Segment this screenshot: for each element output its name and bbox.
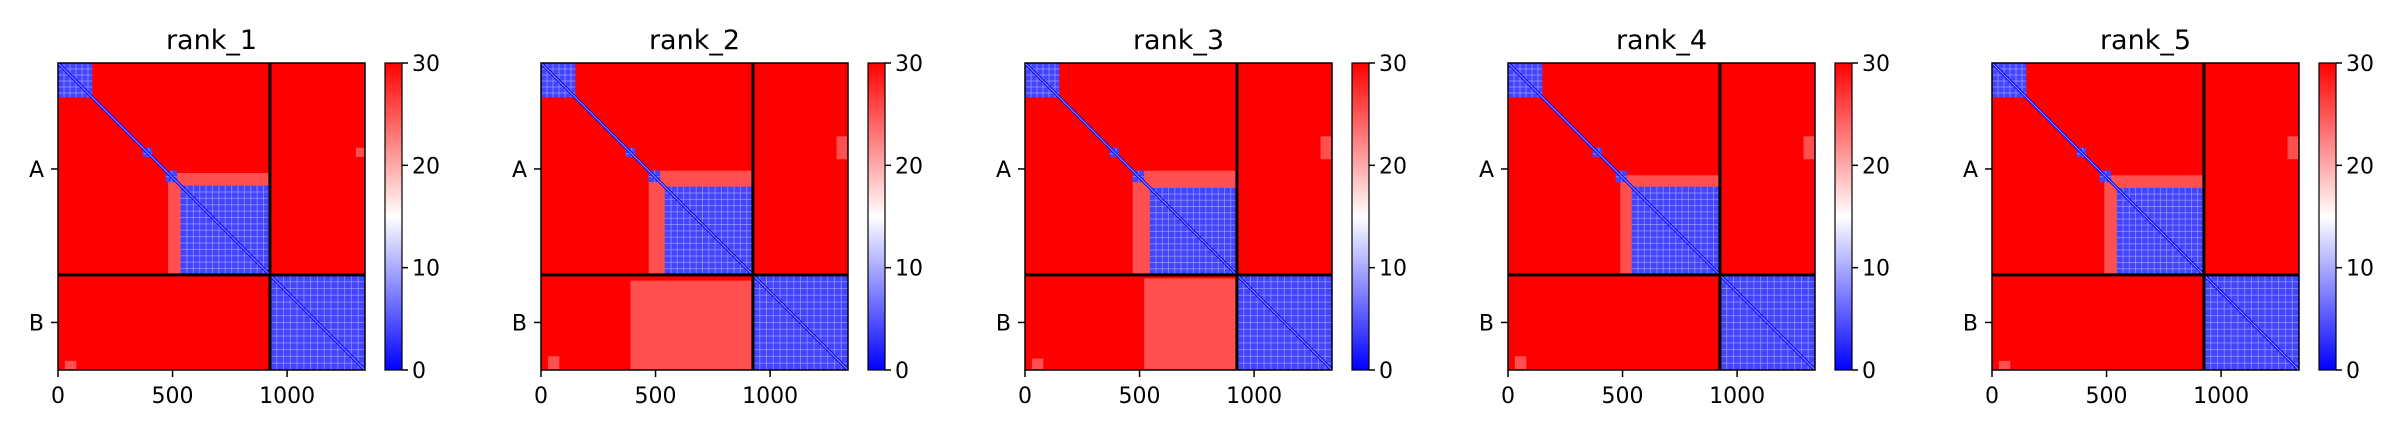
colorbar-tick-label: 10 xyxy=(412,257,440,282)
heatmap-panel-1: rank_1 0 500 1000 A B 0 10 20 30 xyxy=(29,25,440,409)
colorbar-tick-label: 30 xyxy=(2346,52,2374,77)
colorbar-tick-label: 30 xyxy=(1862,52,1890,77)
heatmap-medium-block xyxy=(1998,360,2011,370)
colorbar-tick-label: 20 xyxy=(895,154,923,179)
heatmap-medium-block xyxy=(1803,136,1815,160)
x-tick-label: 500 xyxy=(635,384,677,409)
heatmap-diagonal-highlight xyxy=(1508,63,1815,370)
heatmap-frame xyxy=(540,62,849,371)
heatmap-medium-block xyxy=(64,360,77,370)
colorbar-tick-label: 10 xyxy=(2346,257,2374,282)
colorbar-tick-label: 0 xyxy=(2346,359,2360,384)
heatmap-medium-block xyxy=(1031,358,1044,370)
x-tick-label: 0 xyxy=(1018,384,1032,409)
heatmap-medium-block xyxy=(2287,136,2299,160)
heatmap-cells xyxy=(1025,63,1332,370)
x-tick-label: 1000 xyxy=(2193,384,2249,409)
colorbar-tick-label: 30 xyxy=(412,52,440,77)
x-tick-label: 1000 xyxy=(742,384,798,409)
chart-title: rank_3 xyxy=(1133,25,1224,56)
heatmap-frame xyxy=(57,62,366,371)
heatmap-medium-block xyxy=(547,356,560,370)
colorbar xyxy=(1351,62,1370,371)
x-tick-label: 0 xyxy=(1985,384,1999,409)
heatmap-medium-block xyxy=(1320,136,1332,160)
colorbar-tick-label: 10 xyxy=(895,257,923,282)
chart-title: rank_1 xyxy=(166,25,257,56)
x-tick-label: 500 xyxy=(1602,384,1644,409)
heatmap-panel-4: rank_4 0 500 1000 A B 0 10 20 30 xyxy=(1479,25,1890,409)
heatmap-cells xyxy=(1992,63,2299,370)
colorbar-tick-label: 20 xyxy=(2346,154,2374,179)
colorbar-tick-label: 0 xyxy=(895,359,909,384)
heatmap-medium-block xyxy=(355,147,365,157)
colorbar-tick-label: 20 xyxy=(412,154,440,179)
colorbar-tick-label: 0 xyxy=(1379,359,1393,384)
heatmap-panel-2: rank_2 0 500 1000 A B 0 10 20 30 xyxy=(512,25,923,409)
y-tick-label: B xyxy=(512,311,527,336)
heatmap-diagonal-highlight xyxy=(1992,63,2299,370)
heatmap-frame xyxy=(1507,62,1816,371)
y-tick-label: A xyxy=(1479,158,1494,183)
x-tick-label: 0 xyxy=(1501,384,1515,409)
x-tick-label: 1000 xyxy=(1226,384,1282,409)
x-tick-label: 500 xyxy=(152,384,194,409)
colorbar-tick-label: 20 xyxy=(1862,154,1890,179)
x-tick-label: 1000 xyxy=(1709,384,1765,409)
heatmap-panel-5: rank_5 0 500 1000 A B 0 10 20 30 xyxy=(1963,25,2374,409)
heatmap-medium-block xyxy=(1144,278,1237,370)
colorbar xyxy=(2318,62,2337,371)
y-tick-label: B xyxy=(1963,311,1978,336)
heatmap-cells xyxy=(58,63,365,370)
y-tick-label: A xyxy=(1963,158,1978,183)
y-tick-label: A xyxy=(996,158,1011,183)
chart-title: rank_5 xyxy=(2100,25,2191,56)
x-tick-label: 0 xyxy=(51,384,65,409)
x-tick-label: 1000 xyxy=(259,384,315,409)
heatmap-diagonal-highlight xyxy=(541,63,848,370)
colorbar-tick-label: 10 xyxy=(1379,257,1407,282)
y-tick-label: A xyxy=(512,158,527,183)
y-tick-label: B xyxy=(996,311,1011,336)
heatmap-panel-3: rank_3 0 500 1000 A B 0 10 20 30 xyxy=(996,25,1407,409)
chart-title: rank_2 xyxy=(649,25,740,56)
heatmap-frame xyxy=(1991,62,2300,371)
colorbar-tick-label: 10 xyxy=(1862,257,1890,282)
colorbar-tick-label: 30 xyxy=(1379,52,1407,77)
y-tick-label: B xyxy=(29,311,44,336)
heatmap-diagonal-highlight xyxy=(1025,63,1332,370)
x-tick-label: 500 xyxy=(1119,384,1161,409)
colorbar-tick-label: 30 xyxy=(895,52,923,77)
colorbar xyxy=(867,62,886,371)
heatmap-medium-block xyxy=(630,280,753,370)
heatmap-frame xyxy=(1024,62,1333,371)
heatmap-diagonal-highlight xyxy=(58,63,365,370)
colorbar xyxy=(384,62,403,371)
heatmap-cells xyxy=(541,63,848,370)
colorbar-tick-label: 0 xyxy=(412,359,426,384)
heatmap-medium-block xyxy=(836,136,848,160)
x-tick-label: 0 xyxy=(534,384,548,409)
colorbar xyxy=(1834,62,1853,371)
chart-title: rank_4 xyxy=(1616,25,1707,56)
x-tick-label: 500 xyxy=(2086,384,2128,409)
colorbar-tick-label: 0 xyxy=(1862,359,1876,384)
y-tick-label: A xyxy=(29,158,44,183)
colorbar-tick-label: 20 xyxy=(1379,154,1407,179)
heatmap-medium-block xyxy=(1514,356,1527,370)
y-tick-label: B xyxy=(1479,311,1494,336)
heatmap-cells xyxy=(1508,63,1815,370)
